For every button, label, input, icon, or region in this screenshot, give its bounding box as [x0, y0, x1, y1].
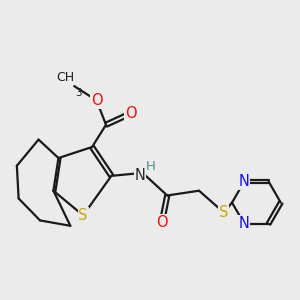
Text: S: S: [219, 205, 228, 220]
Text: N: N: [239, 174, 250, 189]
Text: H: H: [146, 160, 156, 173]
Text: O: O: [125, 106, 136, 121]
Text: 3: 3: [75, 88, 81, 98]
Text: N: N: [135, 168, 146, 183]
Text: N: N: [239, 216, 250, 231]
Text: O: O: [156, 215, 168, 230]
Text: CH: CH: [56, 71, 74, 84]
Text: S: S: [78, 208, 88, 223]
Text: O: O: [91, 93, 102, 108]
